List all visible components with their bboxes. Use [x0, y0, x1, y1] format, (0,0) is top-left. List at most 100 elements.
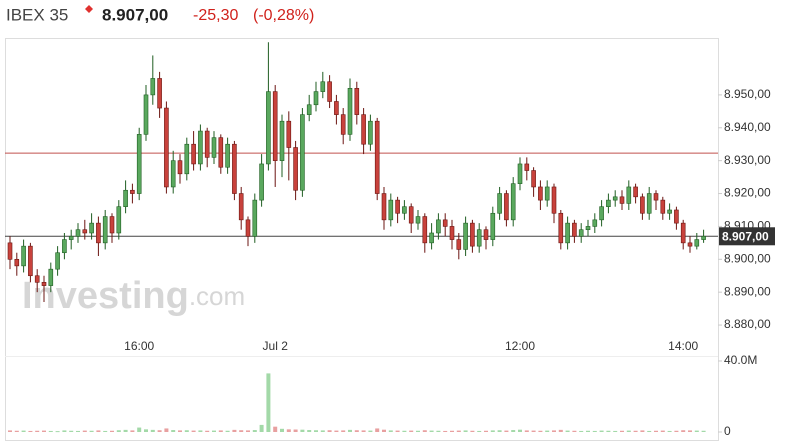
volume-bar — [307, 430, 312, 432]
candle-body — [48, 268, 54, 286]
candle-body — [361, 114, 366, 145]
volume-bar — [511, 430, 516, 432]
volume-bar — [150, 429, 155, 432]
index-name: IBEX 35 — [6, 5, 68, 24]
candle-body — [640, 196, 645, 214]
volume-bar — [681, 430, 686, 432]
candle-body — [14, 258, 20, 267]
volume-bar — [232, 429, 237, 432]
volume-bar — [429, 430, 434, 432]
volume-bar — [504, 430, 509, 432]
volume-bar — [103, 430, 108, 432]
volume-bar — [558, 429, 563, 432]
volume-bar — [327, 430, 332, 432]
watermark-suffix: .com — [189, 281, 245, 311]
volume-bar — [470, 430, 475, 432]
candle-body — [517, 163, 523, 184]
candle-body — [184, 143, 190, 175]
candle-body — [340, 114, 346, 135]
volume-bar — [35, 430, 40, 432]
candle-body — [558, 212, 564, 244]
x-tick-label: 16:00 — [124, 339, 154, 353]
candle-body — [306, 104, 312, 115]
candle-body — [483, 229, 489, 240]
candle-body — [7, 242, 13, 260]
candle-body — [55, 252, 60, 270]
volume-bar — [395, 430, 400, 432]
candle-body — [660, 199, 666, 214]
candle-body — [28, 245, 33, 277]
candle-body — [388, 199, 394, 221]
volume-bar — [660, 430, 665, 432]
volume-bar — [436, 430, 441, 432]
candle-body — [544, 186, 550, 201]
x-tick-label: 12:00 — [505, 339, 535, 353]
candle-body — [395, 199, 400, 214]
volume-bar — [76, 430, 80, 432]
volume-bar — [218, 430, 223, 432]
candle-body — [436, 219, 441, 234]
candle-body — [143, 94, 149, 135]
y-tick-label: 8.920,00 — [724, 186, 771, 200]
candle-body — [300, 114, 305, 191]
volume-bar — [123, 429, 128, 432]
volume-bar — [416, 430, 420, 432]
volume-bar — [191, 430, 196, 432]
volume-bar — [110, 430, 114, 432]
price-change-pct: (-0,28%) — [253, 7, 314, 24]
candle-body — [252, 199, 258, 237]
volume-bar — [490, 430, 495, 432]
candle-body — [429, 232, 434, 244]
candle-body — [538, 186, 543, 201]
volume-bar — [48, 430, 53, 432]
volume-bar — [361, 430, 366, 432]
volume-bar — [477, 430, 482, 432]
candle-body — [633, 186, 638, 198]
volume-bar — [354, 430, 359, 432]
volume-bar — [368, 430, 373, 432]
candle-body — [422, 216, 428, 244]
price-tag — [719, 227, 775, 246]
candle-body — [374, 120, 380, 194]
volume-bar — [164, 428, 169, 432]
volume-bar — [565, 430, 570, 432]
volume-bar — [28, 430, 33, 432]
candle-body — [96, 222, 101, 244]
candle-body — [694, 239, 700, 247]
volume-bar — [633, 430, 638, 432]
volume-bar — [688, 430, 692, 432]
candle-body — [232, 143, 237, 194]
candle-body — [116, 206, 122, 234]
plot-frame — [5, 38, 719, 441]
candle-body — [653, 193, 659, 201]
candle-body — [599, 206, 604, 221]
candle-body — [408, 206, 414, 224]
candle-body — [449, 226, 455, 240]
volume-bar — [402, 430, 407, 432]
candle-body — [266, 91, 271, 165]
volume-bar — [62, 430, 67, 432]
candle-body — [123, 189, 128, 207]
volume-bar — [450, 430, 454, 432]
candle-body — [456, 239, 462, 250]
volume-bar — [89, 430, 94, 432]
volume-bar — [225, 430, 230, 432]
volume-bar — [293, 429, 298, 432]
candle-body — [320, 81, 326, 92]
candle-body — [347, 88, 353, 135]
candle-body — [524, 163, 530, 171]
volume-bar — [273, 426, 278, 432]
volume-bar — [42, 430, 46, 432]
volume-bar — [55, 431, 60, 433]
volume-bar — [654, 430, 658, 432]
candle-body — [150, 78, 156, 96]
candle-body — [136, 134, 142, 194]
price-tag-label: 8.907,00 — [722, 229, 769, 243]
candle-body — [476, 229, 482, 247]
volume-bar — [484, 430, 488, 432]
candle-body — [442, 219, 448, 227]
candle-body — [578, 229, 584, 237]
candle-body — [687, 242, 693, 247]
volume-bar — [531, 430, 536, 432]
candle-body — [62, 239, 67, 254]
